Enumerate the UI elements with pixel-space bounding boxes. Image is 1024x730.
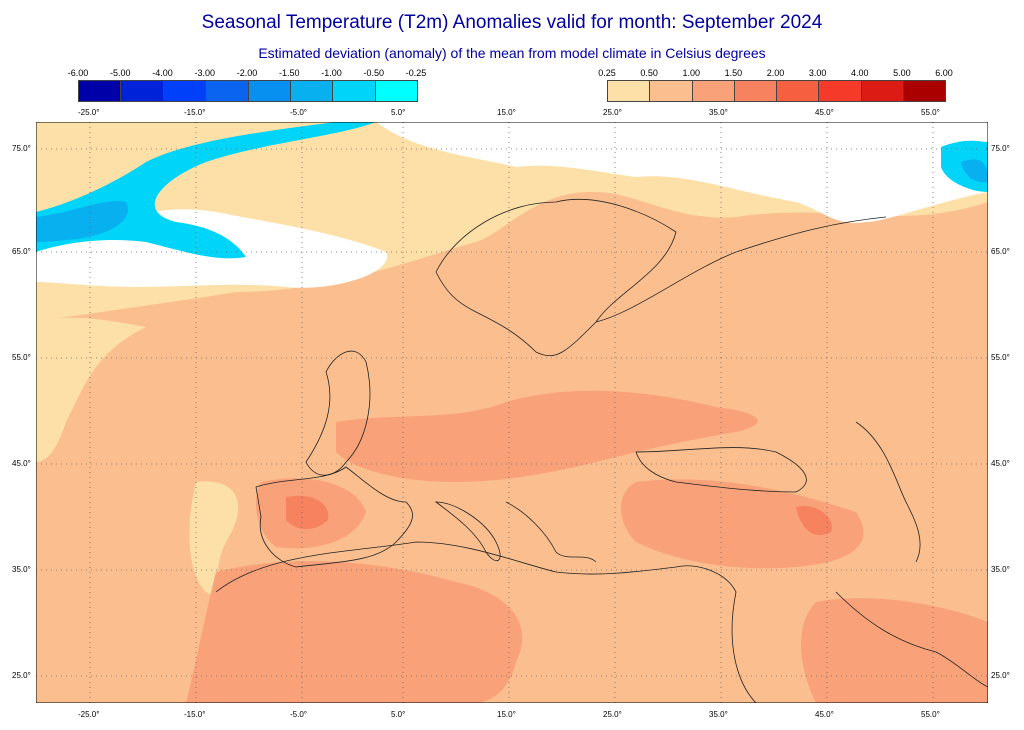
colorbar-label: -2.00 xyxy=(236,68,258,78)
graticule xyxy=(36,122,988,703)
latitude-tick-label: 75.0° xyxy=(12,144,31,153)
warm-anomaly-region xyxy=(186,561,523,703)
colorbar-swatch xyxy=(290,81,334,101)
longitude-tick-label: 25.0° xyxy=(603,108,622,117)
longitude-tick-label: -5.0° xyxy=(290,108,307,117)
anomaly-near-zero-region xyxy=(376,122,988,223)
warm-anomaly-region xyxy=(286,495,329,529)
longitude-tick-label: 5.0° xyxy=(391,108,406,117)
colorbar-label: 6.00 xyxy=(935,68,953,78)
colorbar-label: 2.00 xyxy=(766,68,785,78)
colorbar-swatch xyxy=(777,81,820,101)
cold-anomaly-region xyxy=(36,122,376,259)
warm-anomaly-region xyxy=(621,479,864,569)
longitude-tick-label: -15.0° xyxy=(184,108,206,117)
longitude-tick-label: 35.0° xyxy=(709,710,728,719)
longitude-tick-label: 35.0° xyxy=(709,108,728,117)
anomaly-low-region xyxy=(189,481,239,594)
longitude-tick-label: 15.0° xyxy=(497,108,516,117)
longitude-tick-label: 25.0° xyxy=(603,710,622,719)
colorbar-label: -5.00 xyxy=(109,68,131,78)
latitude-tick-label: 65.0° xyxy=(12,247,31,256)
colorbar-swatch xyxy=(79,81,122,101)
longitude-tick-label: -25.0° xyxy=(78,710,100,719)
latitude-tick-label: 55.0° xyxy=(12,353,31,362)
colorbar-swatch xyxy=(333,81,376,101)
cold-anomaly-region xyxy=(36,200,128,242)
longitude-tick-label: 5.0° xyxy=(391,710,406,719)
latitude-tick-label: 25.0° xyxy=(991,671,1010,680)
colorbar-label: -0.50 xyxy=(363,68,385,78)
colorbar-swatch xyxy=(692,81,735,101)
longitude-tick-label: -5.0° xyxy=(290,710,307,719)
cold-anomaly-region xyxy=(961,159,988,183)
colorbar-label: 4.00 xyxy=(850,68,869,78)
longitude-tick-label: -25.0° xyxy=(78,108,100,117)
colorbar-label: 5.00 xyxy=(893,68,911,78)
colorbar-label: 0.25 xyxy=(598,68,616,78)
longitude-tick-label: 45.0° xyxy=(815,108,834,117)
colorbar-label: -6.00 xyxy=(67,68,89,78)
latitude-tick-label: 65.0° xyxy=(991,247,1010,256)
map-subtitle: Estimated deviation (anomaly) of the mea… xyxy=(258,45,766,61)
colorbar-swatch xyxy=(861,81,904,101)
latitude-tick-label: 55.0° xyxy=(991,353,1010,362)
latitude-tick-label: 75.0° xyxy=(991,144,1010,153)
latitude-tick-label: 25.0° xyxy=(12,671,31,680)
colorbar-label: -4.00 xyxy=(152,68,173,78)
colorbar-swatch xyxy=(903,81,945,101)
latitude-tick-label: 35.0° xyxy=(12,565,31,574)
colorbar-label: -1.00 xyxy=(321,68,342,78)
colorbar-label: -1.50 xyxy=(278,68,300,78)
warm-anomaly-region xyxy=(801,598,988,703)
longitude-tick-label: 55.0° xyxy=(921,108,940,117)
longitude-tick-label: 45.0° xyxy=(815,710,834,719)
colorbar-label: 1.50 xyxy=(724,68,743,78)
colorbar-label: -3.00 xyxy=(194,68,216,78)
colorbar-swatch xyxy=(819,81,862,101)
longitude-tick-label: 15.0° xyxy=(497,710,516,719)
warm-anomaly-region xyxy=(796,506,832,535)
latitude-tick-label: 35.0° xyxy=(991,565,1010,574)
colorbar-label: -0.25 xyxy=(405,68,427,78)
longitude-tick-label: -15.0° xyxy=(184,710,206,719)
anomaly-map xyxy=(36,122,988,703)
colorbar-label: 0.50 xyxy=(640,68,658,78)
colorbar-swatch xyxy=(206,81,249,101)
colorbar-label: 1.00 xyxy=(682,68,701,78)
longitude-tick-label: 55.0° xyxy=(921,710,940,719)
negative-colorbar xyxy=(78,80,418,102)
colorbar-swatch xyxy=(650,81,693,101)
latitude-tick-label: 45.0° xyxy=(991,459,1010,468)
colorbar-swatch xyxy=(163,81,207,101)
colorbar-swatch xyxy=(375,81,417,101)
anomaly-low-region xyxy=(36,317,146,462)
colorbar-swatch xyxy=(248,81,291,101)
map-title: Seasonal Temperature (T2m) Anomalies val… xyxy=(201,12,823,33)
colorbar-swatch xyxy=(121,81,164,101)
colorbar-swatch xyxy=(608,81,651,101)
colorbar-label: 3.00 xyxy=(808,68,827,78)
positive-colorbar xyxy=(607,80,946,102)
latitude-tick-label: 45.0° xyxy=(12,459,31,468)
warm-anomaly-region xyxy=(336,390,758,482)
colorbar-swatch xyxy=(734,81,777,101)
